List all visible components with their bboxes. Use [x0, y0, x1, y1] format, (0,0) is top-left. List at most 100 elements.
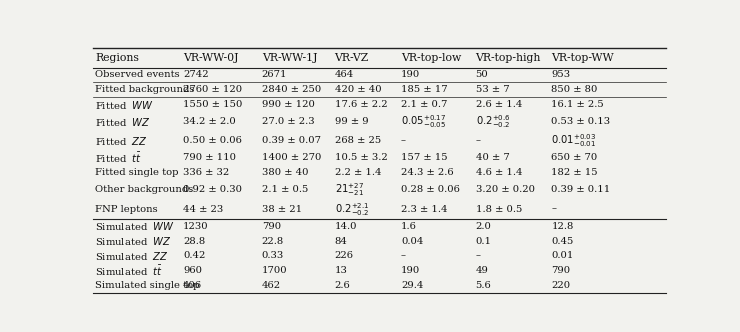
Text: 50: 50	[476, 70, 488, 79]
Text: 790: 790	[551, 266, 571, 275]
Text: 790: 790	[262, 222, 280, 231]
Text: Fitted  $WZ$: Fitted $WZ$	[95, 116, 151, 127]
Text: 10.5 ± 3.2: 10.5 ± 3.2	[334, 153, 387, 162]
Text: 38 ± 21: 38 ± 21	[262, 205, 302, 213]
Text: 0.53 ± 0.13: 0.53 ± 0.13	[551, 117, 610, 126]
Text: VR-top-low: VR-top-low	[401, 52, 461, 62]
Text: 84: 84	[334, 236, 347, 246]
Text: 850 ± 80: 850 ± 80	[551, 85, 598, 94]
Text: 1700: 1700	[262, 266, 287, 275]
Text: 4.6 ± 1.4: 4.6 ± 1.4	[476, 168, 522, 177]
Text: 2760 ± 120: 2760 ± 120	[183, 85, 242, 94]
Text: 182 ± 15: 182 ± 15	[551, 168, 598, 177]
Text: Fitted backgrounds: Fitted backgrounds	[95, 85, 195, 94]
Text: 336 ± 32: 336 ± 32	[183, 168, 229, 177]
Text: 40 ± 7: 40 ± 7	[476, 153, 509, 162]
Text: Other backgrounds: Other backgrounds	[95, 185, 194, 194]
Text: 27.0 ± 2.3: 27.0 ± 2.3	[262, 117, 314, 126]
Text: $21^{+27}_{-21}$: $21^{+27}_{-21}$	[334, 182, 363, 198]
Text: 14.0: 14.0	[334, 222, 357, 231]
Text: Fitted single top: Fitted single top	[95, 168, 179, 177]
Text: 53 ± 7: 53 ± 7	[476, 85, 509, 94]
Text: 220: 220	[551, 281, 571, 290]
Text: 990 ± 120: 990 ± 120	[262, 100, 314, 109]
Text: $0.2^{+2.1}_{-0.2}$: $0.2^{+2.1}_{-0.2}$	[334, 201, 369, 217]
Text: 0.45: 0.45	[551, 236, 574, 246]
Text: 49: 49	[476, 266, 488, 275]
Text: 28.8: 28.8	[183, 236, 206, 246]
Text: 2.0: 2.0	[476, 222, 491, 231]
Text: 462: 462	[262, 281, 280, 290]
Text: Fitted  $ZZ$: Fitted $ZZ$	[95, 135, 148, 147]
Text: 380 ± 40: 380 ± 40	[262, 168, 308, 177]
Text: 24.3 ± 2.6: 24.3 ± 2.6	[401, 168, 454, 177]
Text: 44 ± 23: 44 ± 23	[183, 205, 223, 213]
Text: 3.20 ± 0.20: 3.20 ± 0.20	[476, 185, 534, 194]
Text: VR-WW-0J: VR-WW-0J	[183, 52, 238, 62]
Text: FNP leptons: FNP leptons	[95, 205, 158, 213]
Text: Simulated  $t\bar{t}$: Simulated $t\bar{t}$	[95, 264, 164, 278]
Text: 12.8: 12.8	[551, 222, 574, 231]
Text: 0.28 ± 0.06: 0.28 ± 0.06	[401, 185, 460, 194]
Text: VR-VZ: VR-VZ	[334, 52, 369, 62]
Text: VR-WW-1J: VR-WW-1J	[262, 52, 317, 62]
Text: 1550 ± 150: 1550 ± 150	[183, 100, 243, 109]
Text: 190: 190	[401, 70, 420, 79]
Text: 2.1 ± 0.7: 2.1 ± 0.7	[401, 100, 448, 109]
Text: 650 ± 70: 650 ± 70	[551, 153, 598, 162]
Text: –: –	[476, 251, 480, 260]
Text: 17.6 ± 2.2: 17.6 ± 2.2	[334, 100, 387, 109]
Text: 2.6 ± 1.4: 2.6 ± 1.4	[476, 100, 522, 109]
Text: $0.2^{+0.6}_{-0.2}$: $0.2^{+0.6}_{-0.2}$	[476, 113, 510, 130]
Text: VR-top-WW: VR-top-WW	[551, 52, 614, 62]
Text: 1.8 ± 0.5: 1.8 ± 0.5	[476, 205, 522, 213]
Text: 1400 ± 270: 1400 ± 270	[262, 153, 321, 162]
Text: –: –	[401, 251, 406, 260]
Text: Observed events: Observed events	[95, 70, 180, 79]
Text: 34.2 ± 2.0: 34.2 ± 2.0	[183, 117, 236, 126]
Text: VR-top-high: VR-top-high	[476, 52, 541, 62]
Text: 1.6: 1.6	[401, 222, 417, 231]
Text: 0.92 ± 0.30: 0.92 ± 0.30	[183, 185, 242, 194]
Text: –: –	[401, 136, 406, 145]
Text: Fitted  $WW$: Fitted $WW$	[95, 99, 155, 111]
Text: 0.39 ± 0.11: 0.39 ± 0.11	[551, 185, 610, 194]
Text: 0.04: 0.04	[401, 236, 423, 246]
Text: Simulated single top: Simulated single top	[95, 281, 200, 290]
Text: 1230: 1230	[183, 222, 209, 231]
Text: 953: 953	[551, 70, 571, 79]
Text: Regions: Regions	[95, 52, 139, 62]
Text: 2671: 2671	[262, 70, 287, 79]
Text: 22.8: 22.8	[262, 236, 284, 246]
Text: –: –	[551, 205, 556, 213]
Text: 13: 13	[334, 266, 347, 275]
Text: 420 ± 40: 420 ± 40	[334, 85, 381, 94]
Text: 0.01: 0.01	[551, 251, 574, 260]
Text: 29.4: 29.4	[401, 281, 423, 290]
Text: 185 ± 17: 185 ± 17	[401, 85, 448, 94]
Text: 226: 226	[334, 251, 354, 260]
Text: 157 ± 15: 157 ± 15	[401, 153, 448, 162]
Text: $0.01^{+0.03}_{-0.01}$: $0.01^{+0.03}_{-0.01}$	[551, 132, 596, 149]
Text: 790 ± 110: 790 ± 110	[183, 153, 236, 162]
Text: 5.6: 5.6	[476, 281, 491, 290]
Text: 0.50 ± 0.06: 0.50 ± 0.06	[183, 136, 242, 145]
Text: 0.33: 0.33	[262, 251, 284, 260]
Text: 2.1 ± 0.5: 2.1 ± 0.5	[262, 185, 308, 194]
Text: 960: 960	[183, 266, 202, 275]
Text: 406: 406	[183, 281, 202, 290]
Text: –: –	[476, 136, 480, 145]
Text: 0.39 ± 0.07: 0.39 ± 0.07	[262, 136, 320, 145]
Text: Simulated  $ZZ$: Simulated $ZZ$	[95, 250, 169, 262]
Text: 2.3 ± 1.4: 2.3 ± 1.4	[401, 205, 448, 213]
Text: Simulated  $WW$: Simulated $WW$	[95, 220, 175, 232]
Text: 190: 190	[401, 266, 420, 275]
Text: Simulated  $WZ$: Simulated $WZ$	[95, 235, 172, 247]
Text: 268 ± 25: 268 ± 25	[334, 136, 381, 145]
Text: 0.1: 0.1	[476, 236, 491, 246]
Text: 464: 464	[334, 70, 354, 79]
Text: 2.2 ± 1.4: 2.2 ± 1.4	[334, 168, 381, 177]
Text: 2742: 2742	[183, 70, 209, 79]
Text: 2.6: 2.6	[334, 281, 350, 290]
Text: 0.42: 0.42	[183, 251, 206, 260]
